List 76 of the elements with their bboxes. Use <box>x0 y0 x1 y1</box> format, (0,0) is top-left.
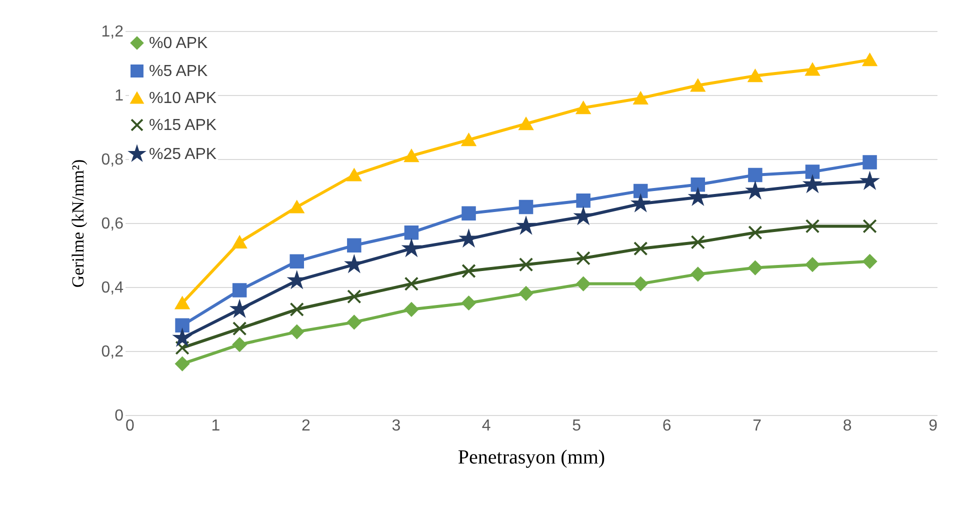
x-tick-label: 4 <box>482 418 491 434</box>
x-tick-label: 6 <box>662 418 672 434</box>
y-tick-label: 0,2 <box>101 344 124 360</box>
point <box>232 283 247 298</box>
legend-label: %15 APK <box>149 117 217 134</box>
point <box>462 264 476 278</box>
y-tick-label: 0,8 <box>101 152 124 168</box>
point <box>690 79 706 92</box>
point <box>690 235 706 250</box>
point <box>748 168 762 182</box>
point <box>290 324 304 339</box>
point <box>862 155 877 170</box>
point <box>862 219 877 234</box>
x-tick-label: 9 <box>928 418 938 434</box>
x-tick-label: 1 <box>211 418 220 434</box>
point <box>576 251 590 266</box>
point <box>633 241 648 256</box>
point <box>347 168 362 182</box>
point <box>232 321 247 336</box>
legend-label: %10 APK <box>149 90 217 107</box>
point <box>690 177 706 192</box>
point <box>347 289 362 304</box>
y-tick-label: 0,4 <box>101 280 124 296</box>
x-axis-title: Penetrasyon (mm) <box>458 446 606 468</box>
point <box>862 53 877 66</box>
point <box>404 225 419 240</box>
point <box>633 92 648 105</box>
x-tick-label: 5 <box>572 418 582 434</box>
y-tick-label: 1,2 <box>101 24 124 40</box>
point <box>576 101 590 114</box>
point <box>576 276 590 291</box>
y-tick-label: 1 <box>114 88 124 104</box>
point <box>290 302 304 317</box>
legend-label: %5 APK <box>149 63 208 80</box>
point <box>462 296 476 310</box>
point <box>518 286 534 301</box>
point <box>290 200 304 214</box>
point <box>805 219 820 234</box>
point <box>518 117 534 130</box>
y-tick-label: 0,6 <box>101 216 124 232</box>
point <box>805 257 820 272</box>
point <box>175 318 190 333</box>
x-tick-label: 2 <box>301 418 310 434</box>
point <box>175 296 190 310</box>
point <box>174 330 190 346</box>
x-tick-label: 7 <box>752 418 762 434</box>
point <box>175 356 190 371</box>
point <box>462 133 476 146</box>
point <box>347 238 362 253</box>
point <box>862 254 877 269</box>
x-tick-label: 8 <box>842 418 852 434</box>
point <box>404 276 419 291</box>
legend-label: %25 APK <box>149 146 217 163</box>
point <box>175 340 190 355</box>
point <box>748 260 762 275</box>
point <box>232 236 247 249</box>
point <box>518 200 534 214</box>
x-tick-label: 0 <box>126 418 134 434</box>
point <box>690 267 706 282</box>
point <box>404 302 419 317</box>
point <box>748 69 762 82</box>
point <box>633 276 648 291</box>
point <box>805 63 820 76</box>
point <box>232 337 247 352</box>
point <box>576 193 590 208</box>
point <box>748 225 762 240</box>
point <box>404 149 419 162</box>
point <box>805 164 820 179</box>
point <box>290 254 304 269</box>
point <box>462 206 476 221</box>
point <box>633 184 648 198</box>
point <box>347 315 362 330</box>
point <box>518 257 534 272</box>
legend-label: %0 APK <box>149 35 208 52</box>
x-tick-label: 3 <box>392 418 401 434</box>
y-axis-title: Gerilme (kN/mm²) <box>68 159 88 288</box>
